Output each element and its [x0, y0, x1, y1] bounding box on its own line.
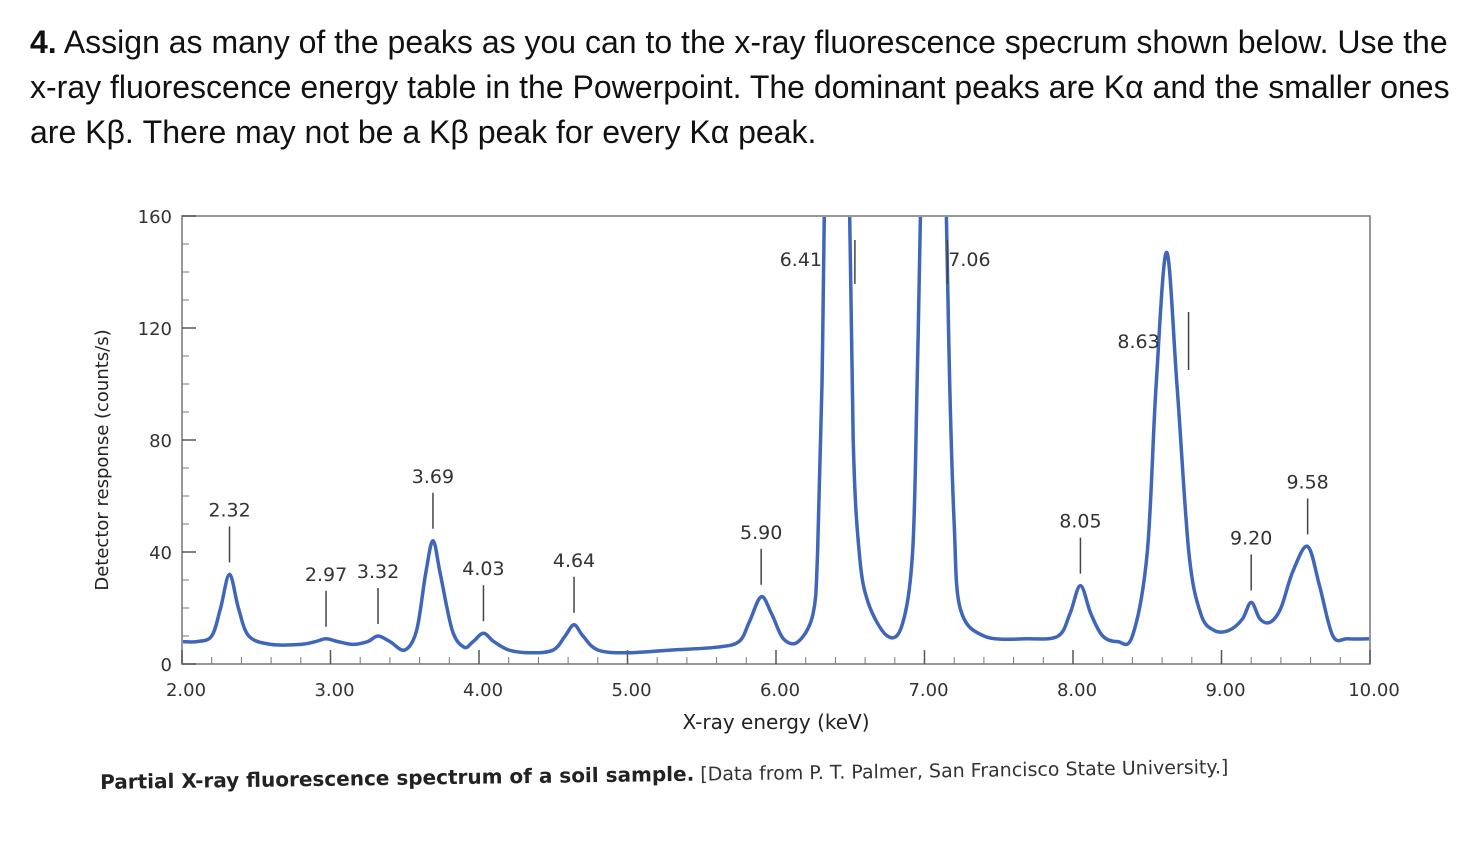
spectrum-line	[183, 217, 1369, 655]
peak-label: 2.97	[305, 564, 347, 586]
peak-label: 3.69	[412, 466, 454, 488]
x-tick-label: 7.00	[908, 680, 948, 701]
peak-label: 5.90	[740, 522, 782, 544]
x-tick-label: 3.00	[314, 680, 354, 701]
x-tick-label: 5.00	[611, 680, 651, 701]
peak-label: 7.06	[948, 249, 990, 271]
peak-label: 6.41	[780, 249, 822, 271]
y-tick-label: 160	[138, 207, 172, 228]
x-tick-label: 10.00	[1348, 680, 1400, 701]
x-tick-label: 8.00	[1057, 680, 1097, 701]
x-axis-label: X-ray energy (keV)	[682, 710, 869, 734]
peak-label: 2.32	[208, 499, 250, 521]
peak-label: 8.63	[1117, 331, 1159, 353]
question-number: 4.	[30, 24, 57, 60]
x-tick-label: 9.00	[1205, 680, 1245, 701]
y-tick-label: 80	[149, 431, 172, 452]
peak-label: 3.32	[357, 561, 399, 583]
plot-frame	[181, 215, 1371, 665]
question-text: 4. Assign as many of the peaks as you ca…	[30, 20, 1450, 155]
y-tick-label: 120	[138, 319, 172, 340]
x-tick-label: 4.00	[463, 680, 503, 701]
peak-label: 8.05	[1059, 511, 1101, 533]
y-tick-label: 0	[161, 655, 172, 676]
x-tick-label: 6.00	[760, 680, 800, 701]
question-body: Assign as many of the peaks as you can t…	[30, 24, 1450, 150]
peak-label: 4.64	[553, 550, 595, 572]
peak-label: 9.20	[1230, 527, 1272, 549]
x-tick-label: 2.00	[166, 680, 206, 701]
peak-label: 4.03	[462, 558, 504, 580]
peak-label: 9.58	[1286, 471, 1328, 493]
y-tick-label: 40	[149, 543, 172, 564]
y-axis-label: Detector response (counts/s)	[92, 329, 113, 590]
